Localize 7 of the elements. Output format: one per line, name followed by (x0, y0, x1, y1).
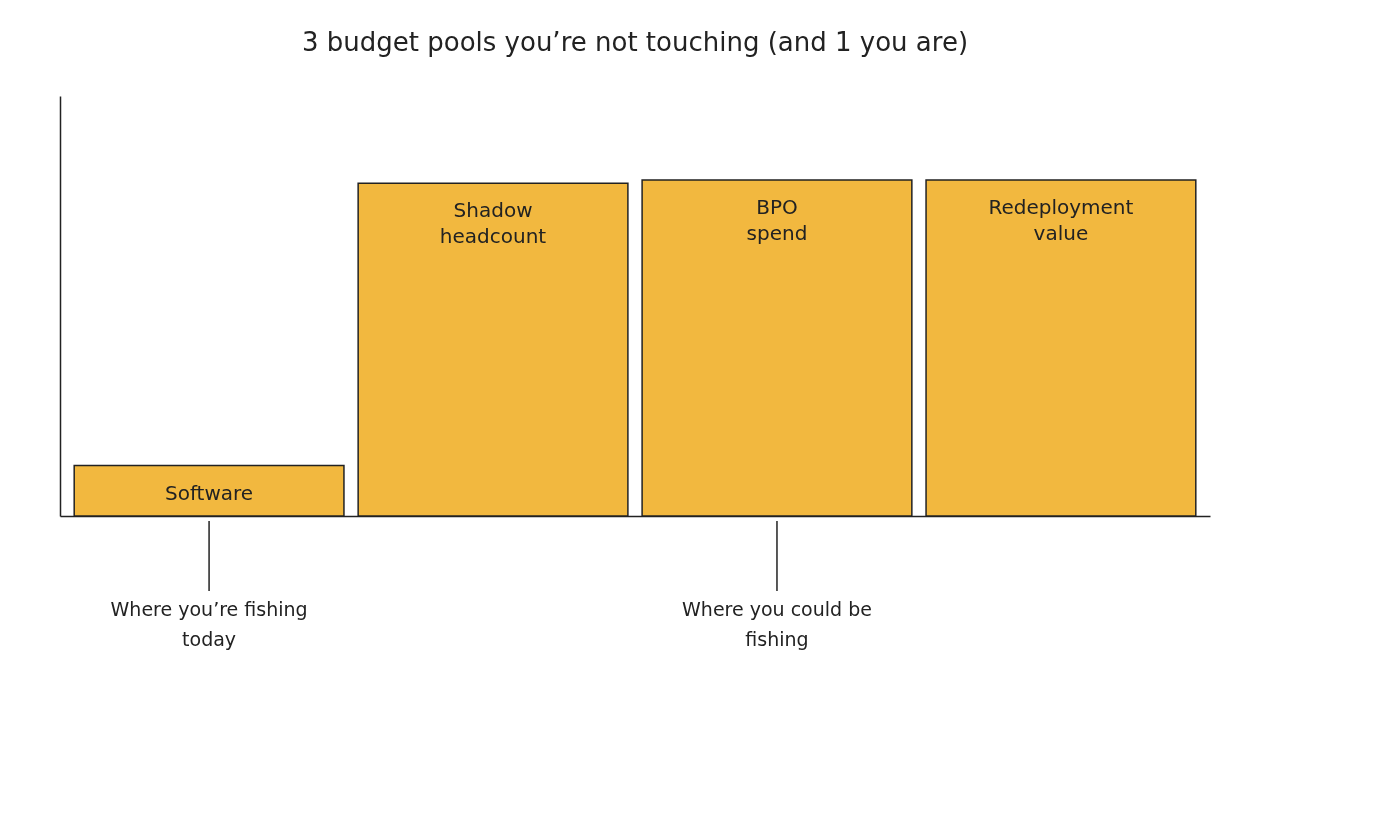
chart-title: 3 budget pools you’re not touching (and 1 you are) (301, 27, 969, 57)
annotation: Where you could be fishing (682, 598, 872, 650)
annotation: Where you’re fishing today (110, 598, 308, 650)
x-tick-label: Redeployment value (988, 195, 1134, 245)
x-tick-label: BPO spend (746, 195, 808, 245)
x-tick-label: Software (164, 480, 254, 505)
x-tick-label: Shadow headcount (439, 198, 547, 249)
